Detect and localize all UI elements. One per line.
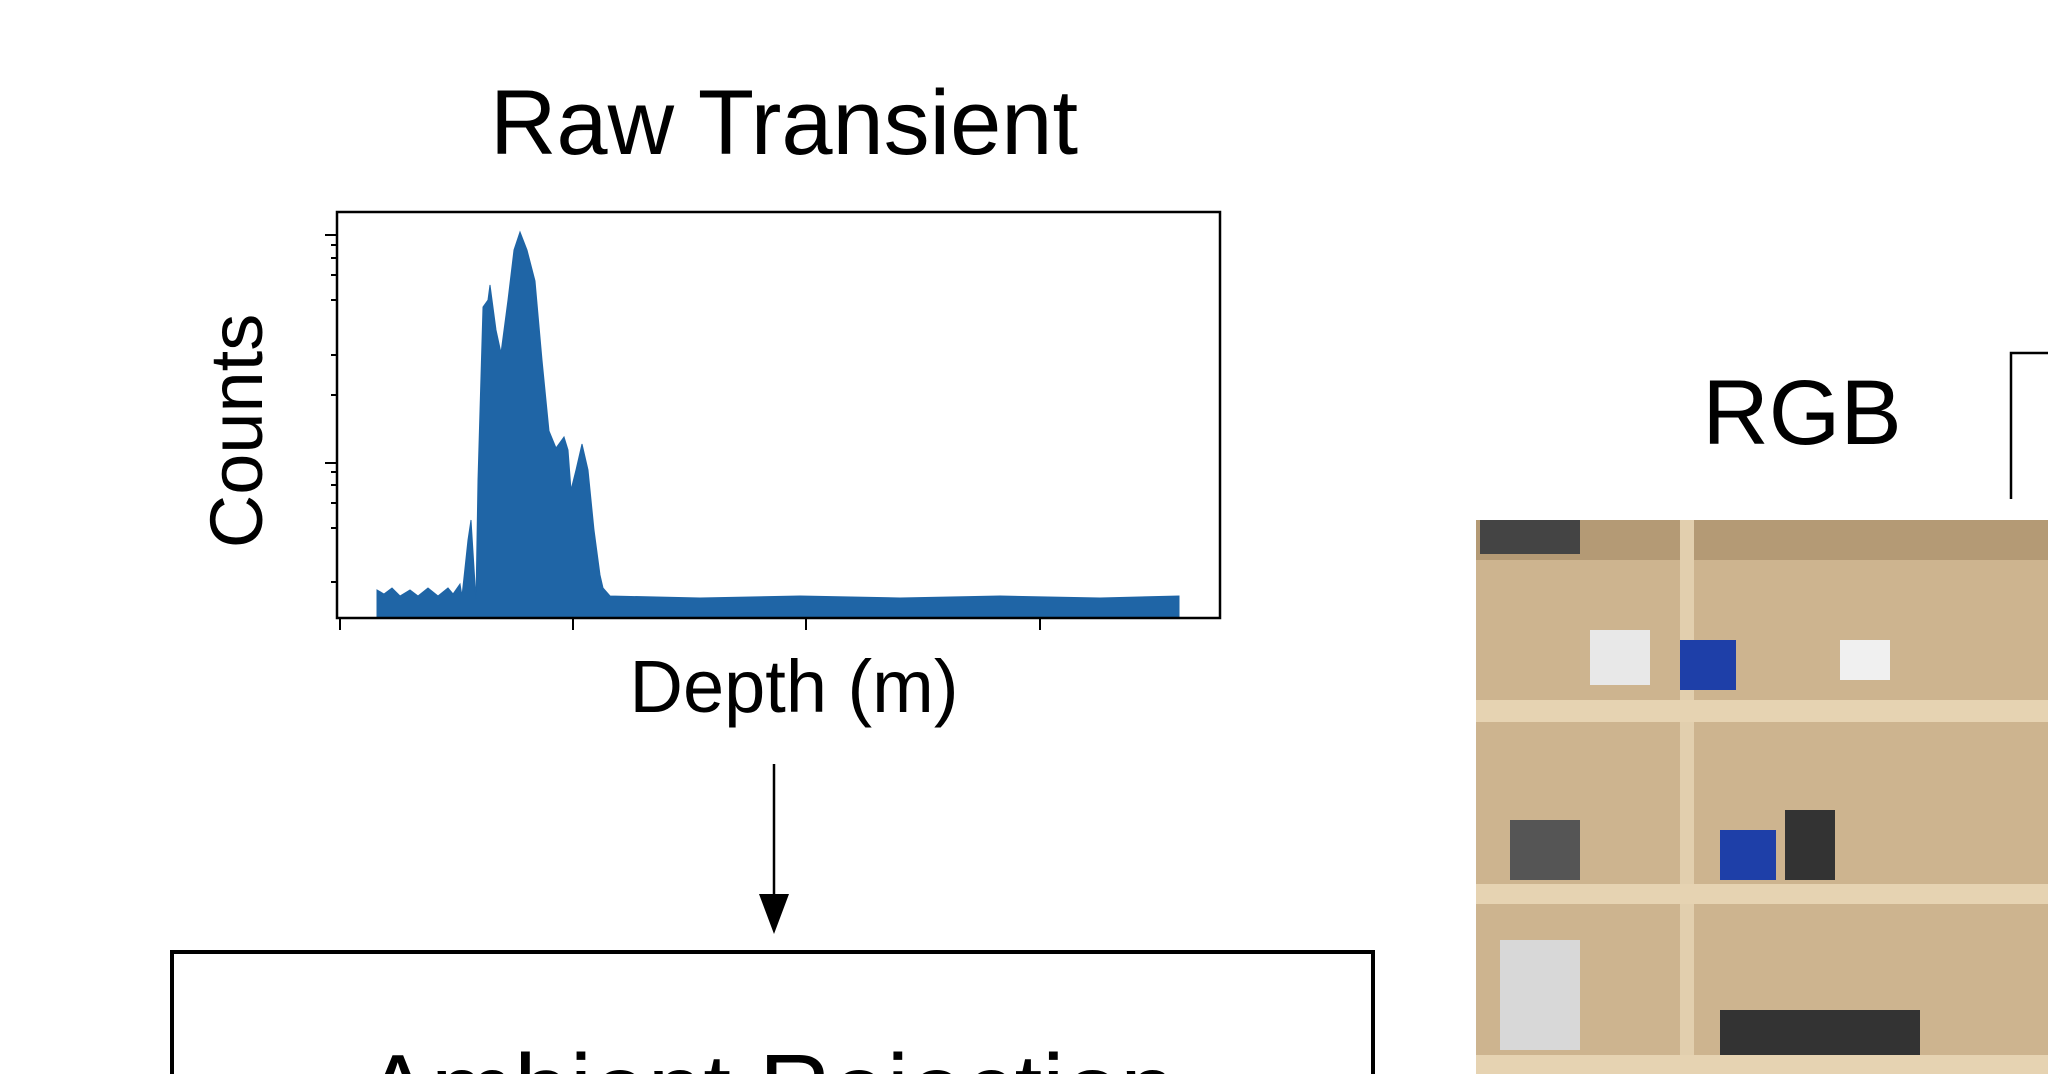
x-axis-label: Depth (m) — [630, 645, 959, 728]
ticks — [325, 234, 1041, 630]
rgb-photo — [1476, 520, 2048, 1074]
arrow — [759, 764, 789, 934]
waveform — [376, 230, 1180, 619]
y-axis-label: Counts — [195, 314, 278, 548]
plot-frame — [335, 210, 1222, 620]
process-label: Ambient Rejection — [364, 1034, 1176, 1074]
rgb-label: RGB — [1702, 362, 1901, 464]
rgb-box — [2009, 351, 2048, 499]
transient-title: Raw Transient — [490, 72, 1078, 174]
transient-plot: Counts Depth (m) — [195, 210, 1222, 728]
process-box — [170, 950, 1375, 1074]
